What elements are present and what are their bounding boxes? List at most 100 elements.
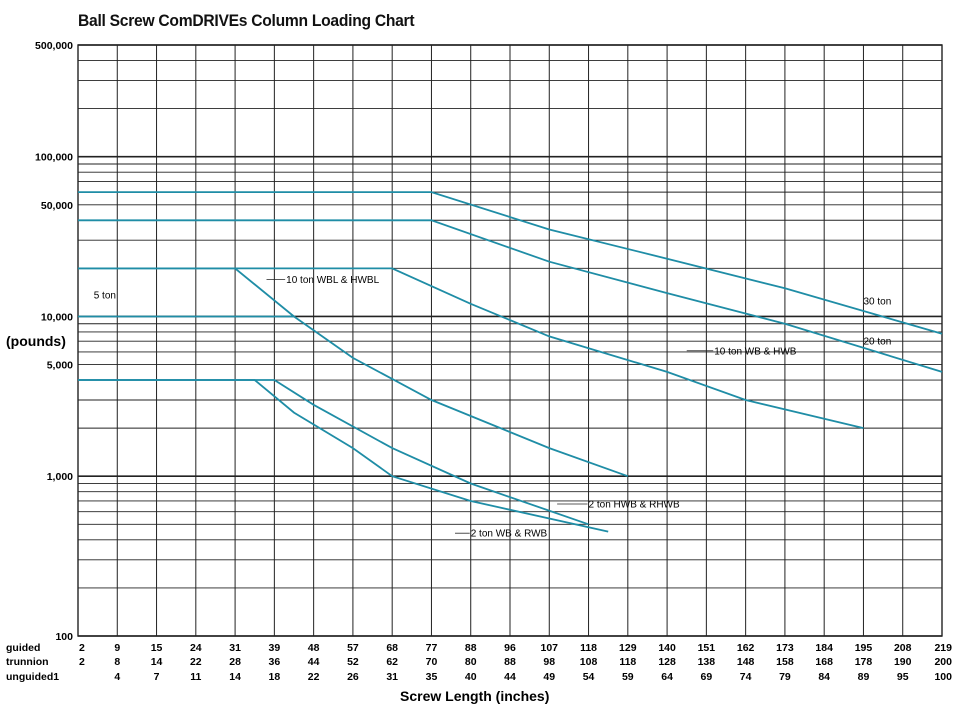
series-lines: [78, 191, 943, 533]
x-tick-label: 108: [580, 656, 598, 668]
x-tick-label: 64: [661, 671, 673, 683]
x-tick-label: 148: [737, 656, 755, 668]
x-tick-label: 62: [386, 656, 398, 668]
x-tick-label: 52: [347, 656, 359, 668]
x-tick-label: 14: [151, 656, 163, 668]
x-tick-label: 2: [79, 642, 85, 654]
x-tick-label: 195: [855, 642, 873, 654]
x-tick-label: 107: [541, 642, 559, 654]
x-tick-label: 100: [934, 671, 952, 683]
x-tick-label: 79: [779, 671, 791, 683]
annotation-label: 2 ton WB & RWB: [471, 529, 548, 540]
annotation-label: 2 ton HWB & RHWB: [589, 500, 680, 511]
x-tick-label: 140: [658, 642, 676, 654]
x-tick-label: 49: [543, 671, 555, 683]
x-tick-label: 22: [308, 671, 320, 683]
series-line: [78, 191, 943, 335]
x-tick-label: 158: [776, 656, 794, 668]
x-tick-label: 11: [190, 671, 201, 683]
x-tick-label: 36: [269, 656, 281, 668]
x-tick-label: 168: [815, 656, 833, 668]
x-tick-label: 118: [580, 642, 597, 654]
x-tick-label: 18: [269, 671, 281, 683]
x-tick-label: 88: [465, 642, 477, 654]
x-tick-label: 77: [426, 642, 438, 654]
x-tick-label: 48: [308, 642, 320, 654]
x-tick-label: 173: [776, 642, 794, 654]
x-row-name: unguided1: [6, 671, 59, 683]
x-tick-label: 98: [543, 656, 555, 668]
x-tick-label: 69: [701, 671, 713, 683]
x-tick-label: 59: [622, 671, 634, 683]
x-tick-label: 80: [465, 656, 477, 668]
x-tick-label: 208: [894, 642, 912, 654]
y-tick-label: 50,000: [41, 200, 73, 212]
annotation-label: 5 ton: [94, 291, 116, 302]
x-tick-label: 22: [190, 656, 202, 668]
annotation-label: 30 ton: [863, 296, 891, 307]
x-tick-label: 219: [934, 642, 952, 654]
x-axis-scales: guided 2 9 15 24 31 39 48 57 68 77 88 96 107 118 129 140…: [6, 642, 952, 683]
y-tick-label: 10,000: [41, 311, 73, 323]
x-tick-label: 96: [504, 642, 516, 654]
x-tick-label: 44: [308, 656, 320, 668]
x-tick-label: 40: [465, 671, 477, 683]
x-tick-label: 88: [504, 656, 516, 668]
x-tick-label: 31: [386, 671, 398, 683]
x-tick-label: 129: [619, 642, 637, 654]
x-tick-label: 200: [934, 656, 952, 668]
x-tick-label: 70: [426, 656, 438, 668]
x-row-name: guided: [6, 642, 40, 654]
x-tick-label: 24: [190, 642, 202, 654]
x-tick-label: 7: [154, 671, 160, 683]
x-tick-label: 39: [269, 642, 281, 654]
x-tick-label: 118: [619, 656, 636, 668]
x-tick-label: 128: [658, 656, 676, 668]
x-tick-label: 8: [114, 656, 120, 668]
x-tick-label: 190: [894, 656, 912, 668]
x-tick-label: 89: [858, 671, 870, 683]
x-tick-label: 151: [698, 642, 716, 654]
x-tick-label: 14: [229, 671, 241, 683]
series-line: [78, 379, 589, 526]
x-row-name: trunnion: [6, 656, 49, 668]
x-tick-label: 2: [79, 656, 85, 668]
annotation-label: 10 ton WBL & HWBL: [286, 275, 379, 286]
y-tick-label: 100,000: [35, 152, 73, 164]
series-line: [78, 219, 943, 373]
x-tick-label: 184: [815, 642, 833, 654]
series-line: [78, 267, 864, 429]
x-tick-label: 84: [818, 671, 830, 683]
x-tick-label: 178: [855, 656, 873, 668]
series-line: [78, 267, 629, 478]
y-tick-labels: 500,000 100,000 50,000 10,000 5,000 1,000 100: [35, 40, 73, 643]
x-tick-label: 57: [347, 642, 359, 654]
x-tick-label: 138: [698, 656, 716, 668]
annotations: 30 ton 20 ton 10 ton WB & HWB 10 ton WBL & …: [94, 275, 892, 540]
grid: [77, 44, 943, 637]
y-tick-label: 1,000: [47, 471, 73, 483]
x-tick-label: 26: [347, 671, 359, 683]
y-tick-label: 5,000: [47, 360, 73, 372]
y-tick-label: 100: [55, 631, 73, 643]
x-tick-label: 28: [229, 656, 241, 668]
annotation-label: 20 ton: [863, 337, 891, 348]
y-axis-label: (pounds): [6, 333, 66, 349]
x-tick-label: 95: [897, 671, 909, 683]
x-tick-label: 44: [504, 671, 516, 683]
x-tick-label: 15: [151, 642, 163, 654]
x-tick-label: 68: [386, 642, 398, 654]
x-tick-label: 35: [426, 671, 438, 683]
x-tick-label: 4: [114, 671, 120, 683]
annotation-label: 10 ton WB & HWB: [714, 346, 797, 357]
x-tick-label: 54: [583, 671, 595, 683]
series-line: [78, 379, 609, 533]
x-tick-label: 31: [229, 642, 241, 654]
chart-title: Ball Screw ComDRIVEs Column Loading Char…: [78, 11, 415, 30]
x-tick-label: 9: [114, 642, 120, 654]
y-tick-label: 500,000: [35, 40, 73, 52]
x-tick-label: 162: [737, 642, 755, 654]
x-tick-label: 74: [740, 671, 752, 683]
plot-frame: [77, 44, 943, 637]
